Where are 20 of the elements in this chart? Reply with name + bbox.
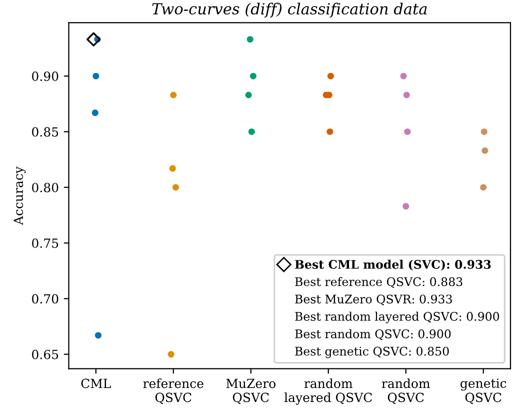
y-tick-label: 0.90 <box>32 72 58 81</box>
y-tick-label: 0.75 <box>32 238 58 248</box>
x-tick-label: random QSVC <box>382 378 430 404</box>
x-tick-label: reference QSVC <box>143 378 204 404</box>
y-tick-label: 0.85 <box>32 127 58 137</box>
annotation: Best reference QSVC: 0.883 <box>295 277 462 288</box>
x-tick-label: genetic QSVC <box>460 378 506 404</box>
x-tick-label: random layered QSVC <box>284 378 372 405</box>
y-tick-label: 0.80 <box>32 182 58 192</box>
annotation: Best MuZero QSVR: 0.933 <box>295 294 452 306</box>
y-tick-label: 0.65 <box>32 350 58 360</box>
y-axis-title: Accuracy <box>14 166 26 226</box>
y-tick-label: 0.70 <box>32 294 58 304</box>
x-tick-label: CML <box>81 378 111 388</box>
chart-title: Two-curves (diff) classification data <box>152 2 427 18</box>
x-tick-label: MuZero QSVC <box>226 378 276 404</box>
legend-label: Best CML model (SVC): 0.933 <box>295 260 491 271</box>
annotation: Best random layered QSVC: 0.900 <box>295 312 500 324</box>
annotation: Best random QSVC: 0.900 <box>295 329 451 340</box>
annotation: Best genetic QSVC: 0.850 <box>295 346 449 358</box>
